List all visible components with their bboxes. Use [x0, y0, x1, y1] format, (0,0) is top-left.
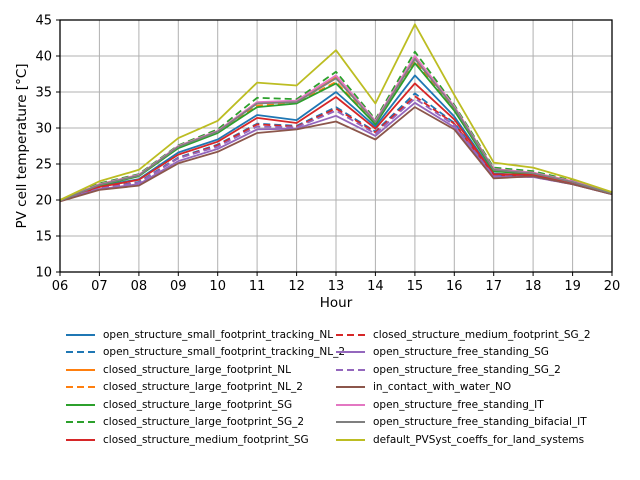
x-tick-label: 20: [604, 279, 621, 294]
x-tick-label: 06: [52, 279, 69, 294]
y-tick-label: 15: [35, 230, 52, 245]
x-tick-label: 14: [367, 279, 384, 294]
legend-label: closed_structure_large_footprint_SG_2: [103, 416, 305, 429]
y-tick-label: 35: [35, 86, 52, 101]
legend-item: open_structure_small_footprint_tracking_…: [66, 326, 333, 344]
legend-swatch: [336, 438, 365, 441]
legend-swatch: [336, 368, 365, 371]
legend-label: closed_structure_medium_footprint_SG_2: [373, 328, 591, 341]
x-tick-label: 08: [131, 279, 148, 294]
y-tick-label: 10: [35, 266, 52, 281]
legend-item: closed_structure_large_footprint_NL_2: [66, 379, 303, 397]
y-tick-label: 20: [35, 194, 52, 209]
x-tick-label: 12: [288, 279, 305, 294]
legend-swatch: [66, 403, 95, 406]
legend-label: closed_structure_medium_footprint_SG: [103, 433, 309, 446]
x-tick-label: 18: [525, 279, 542, 294]
legend-label: open_structure_free_standing_SG: [373, 346, 549, 359]
x-tick-label: 17: [485, 279, 502, 294]
legend-item: in_contact_with_water_NO: [336, 379, 511, 397]
legend-swatch: [66, 368, 95, 371]
x-tick-label: 11: [249, 279, 266, 294]
legend-label: open_structure_small_footprint_tracking_…: [103, 328, 334, 341]
x-tick-label: 15: [407, 279, 424, 294]
legend-item: closed_structure_large_footprint_SG: [66, 396, 292, 414]
legend-item: closed_structure_large_footprint_NL: [66, 361, 291, 379]
legend-label: closed_structure_large_footprint_SG: [103, 398, 293, 411]
x-tick-label: 09: [170, 279, 187, 294]
y-tick-label: 25: [35, 158, 52, 173]
legend-label: open_structure_free_standing_IT: [373, 398, 544, 411]
series-line-default_PVSyst_coeffs_for_land_systems: [59, 23, 613, 201]
y-tick-label: 45: [35, 14, 52, 29]
legend-swatch: [66, 438, 95, 441]
legend-item: open_structure_free_standing_IT: [336, 396, 544, 414]
legend-item: open_structure_free_standing_SG_2: [336, 361, 561, 379]
series-line-closed_structure_medium_footprint_SG: [59, 82, 613, 202]
legend-item: default_PVSyst_coeffs_for_land_systems: [336, 431, 584, 449]
legend-label: open_structure_small_footprint_tracking_…: [103, 346, 345, 359]
y-tick-label: 40: [35, 50, 52, 65]
legend-swatch: [336, 351, 365, 354]
y-tick-label: 30: [35, 122, 52, 137]
series-line-in_contact_with_water_NO: [59, 106, 613, 203]
legend-item: closed_structure_medium_footprint_SG: [66, 431, 309, 449]
legend-label: default_PVSyst_coeffs_for_land_systems: [373, 433, 585, 446]
x-tick-label: 13: [328, 279, 345, 294]
legend-label: in_contact_with_water_NO: [373, 381, 512, 394]
legend-item: open_structure_free_standing_SG: [336, 344, 549, 362]
legend-swatch: [336, 403, 365, 406]
legend: open_structure_small_footprint_tracking_…: [0, 326, 640, 458]
legend-swatch: [66, 333, 95, 336]
x-tick-label: 16: [446, 279, 463, 294]
legend-swatch: [336, 333, 365, 336]
x-axis-label: Hour: [319, 295, 353, 311]
legend-item: open_structure_free_standing_bifacial_IT: [336, 414, 587, 432]
legend-swatch: [66, 351, 95, 354]
plot-area: 06 07 08 09 10 11 12 13 14 15 16 17 18 19 20 10 15 20 25 30…: [35, 14, 621, 295]
x-tick-label: 10: [209, 279, 226, 294]
legend-item: open_structure_small_footprint_tracking_…: [66, 344, 345, 362]
legend-label: open_structure_free_standing_bifacial_IT: [373, 416, 587, 429]
x-tick-label: 19: [564, 279, 581, 294]
legend-swatch: [336, 421, 365, 424]
legend-swatch: [66, 386, 95, 389]
x-tick-label: 07: [91, 279, 108, 294]
legend-swatch: [336, 386, 365, 389]
y-axis-label: PV cell temperature [°C]: [14, 63, 30, 229]
legend-item: closed_structure_medium_footprint_SG_2: [336, 326, 591, 344]
legend-label: closed_structure_large_footprint_NL: [103, 363, 292, 376]
legend-label: open_structure_free_standing_SG_2: [373, 363, 561, 376]
series-line-open_structure_free_standing_bifacial_IT: [59, 58, 613, 202]
legend-swatch: [66, 421, 95, 424]
legend-label: closed_structure_large_footprint_NL_2: [103, 381, 303, 394]
legend-item: closed_structure_large_footprint_SG_2: [66, 414, 304, 432]
